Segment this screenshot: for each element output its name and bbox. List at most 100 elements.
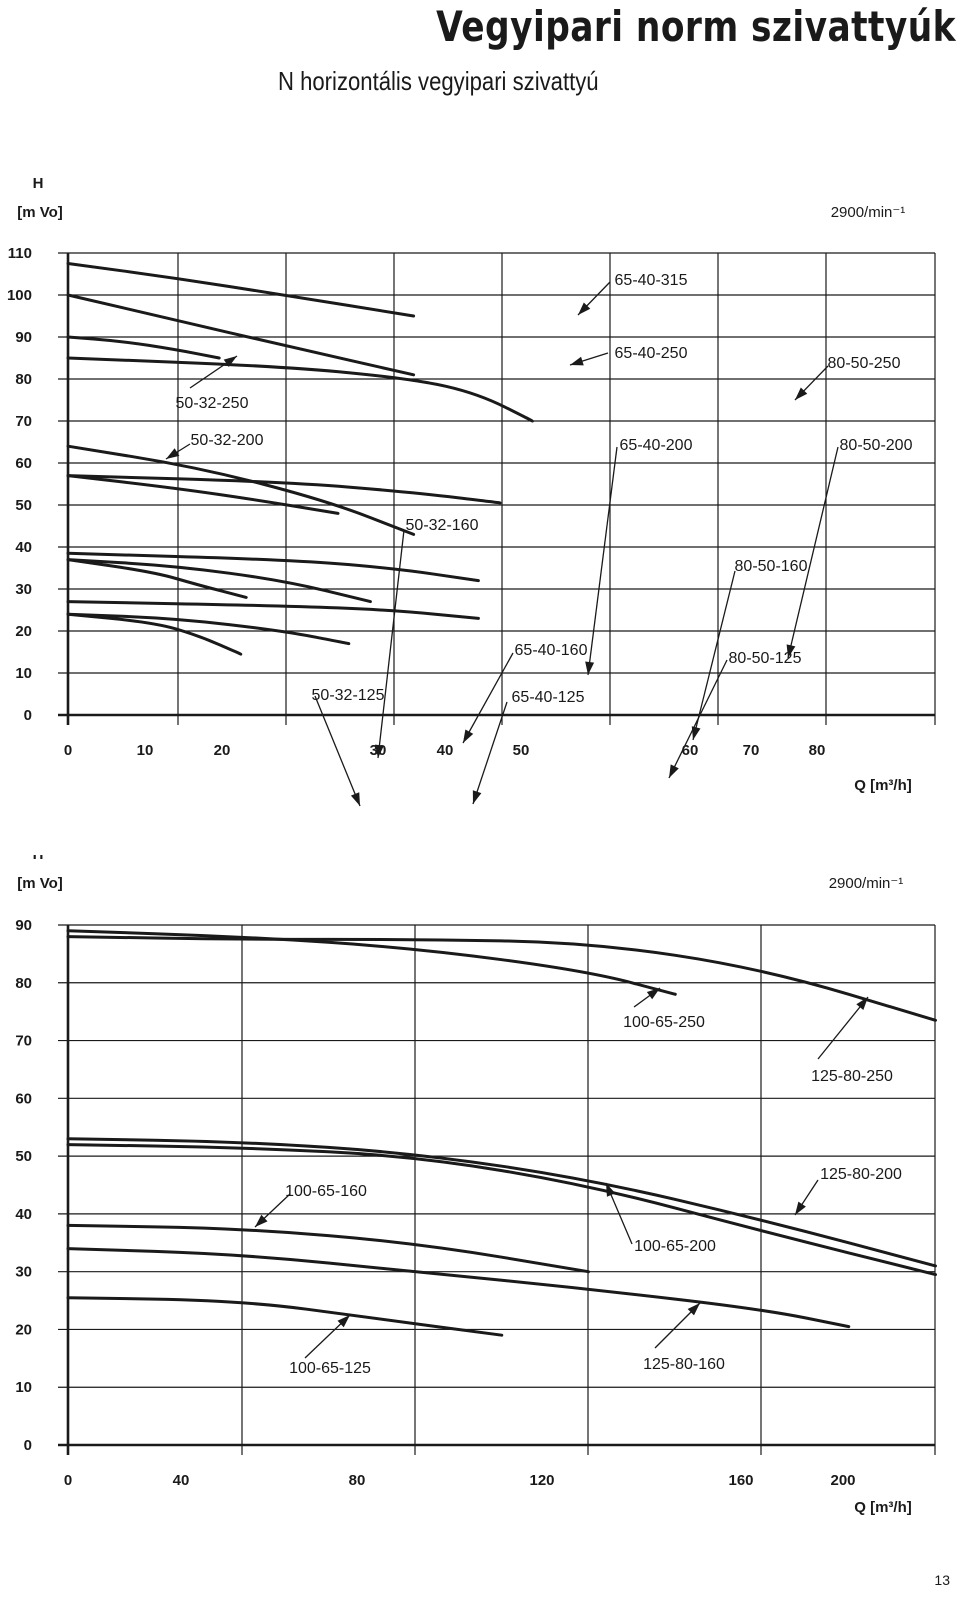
leader-arrowhead (795, 1201, 806, 1215)
curve-label: 100-65-125 (289, 1360, 371, 1377)
pump-curve-100-65-160 (66, 1223, 591, 1274)
pump-curve-100-65-250 (66, 929, 677, 996)
y-tick-label: 60 (15, 455, 32, 472)
pump-curve-50-32-160 (66, 558, 248, 599)
page-title: Vegyipari norm szivattyúk (436, 2, 956, 51)
pump-curve-65-40-125 (66, 612, 351, 646)
y-tick-label: 80 (15, 371, 32, 388)
leader-arrowhead (472, 790, 482, 804)
curve-label: 50-32-160 (406, 517, 479, 534)
y-axis-title: [m Vo] (17, 204, 63, 221)
y-tick-label: 30 (15, 581, 32, 598)
y-axis-title-top: H (33, 175, 44, 192)
pump-curve-100-65-125 (66, 1296, 504, 1337)
y-tick-label: 10 (15, 1379, 32, 1396)
leader-line (668, 659, 728, 779)
pump-curve-100-65-200 (66, 1143, 938, 1277)
leader-line (787, 446, 839, 659)
curve-label: 50-32-250 (176, 395, 249, 412)
pump-curve-50-32-200 (66, 474, 340, 515)
x-tick-label: 50 (513, 742, 530, 759)
leader-arrowhead (350, 792, 360, 806)
curve-label: 50-32-200 (191, 432, 264, 449)
x-tick-label: 200 (830, 1472, 855, 1489)
pump-chart-large: 0 10 20 30 40 50 60 70 80 90 0 40 80 120 160 200 H [m Vo]… (15, 855, 938, 1516)
x-axis-title: Q [m³/h] (854, 777, 912, 794)
x-tick-label: 120 (529, 1472, 554, 1489)
leader-line (314, 695, 361, 807)
leader-arrowhead (646, 988, 660, 1000)
y-axis-title: [m Vo] (17, 875, 63, 892)
pump-curve-65-40-250 (66, 293, 416, 377)
x-tick-label: 10 (137, 742, 154, 759)
leader-line (692, 570, 736, 741)
leader-arrowhead (166, 448, 180, 459)
y-tick-label: 30 (15, 1264, 32, 1281)
leader-line (377, 529, 405, 759)
leader-line (817, 996, 869, 1060)
y-tick-label: 60 (15, 1090, 32, 1107)
curve-label: 80-50-160 (735, 558, 808, 575)
y-tick-label: 0 (24, 1437, 32, 1454)
curve-label: 125-80-160 (643, 1356, 725, 1373)
pump-curve-65-40-200 (66, 444, 416, 536)
y-tick-label: 20 (15, 1321, 32, 1338)
curve-label: 125-80-200 (820, 1166, 902, 1183)
pump-chart-small: 0102030405060708090100110010203040506070… (7, 175, 936, 807)
leader-arrowhead (375, 744, 384, 758)
pump-curve-125-80-250 (66, 935, 938, 1022)
curve-label: 65-40-315 (615, 272, 688, 289)
y-tick-label: 0 (24, 707, 32, 724)
curve-label: 125-80-250 (811, 1068, 893, 1085)
leader-line (587, 446, 618, 676)
curve-label: 65-40-125 (512, 689, 585, 706)
curve-label: 100-65-200 (634, 1238, 716, 1255)
leader-arrowhead (578, 302, 591, 315)
x-tick-label: 80 (349, 1472, 366, 1489)
y-axis-title-top: H (33, 855, 44, 863)
pump-curve-50-32-125 (66, 612, 243, 656)
y-tick-label: 110 (8, 245, 32, 262)
x-tick-label: 0 (64, 742, 72, 759)
curve-label: 100-65-160 (285, 1183, 367, 1200)
speed-label: 2900/min⁻¹ (831, 204, 906, 221)
leader-arrowhead (687, 1303, 700, 1316)
leader-arrowhead (691, 726, 701, 740)
y-tick-label: 40 (15, 1206, 32, 1223)
pump-curve-125-80-160 (66, 1247, 851, 1329)
leader-arrowhead (463, 729, 474, 743)
y-tick-label: 50 (15, 1148, 32, 1165)
x-tick-label: 60 (682, 742, 699, 759)
pump-curve-65-40-160 (66, 558, 372, 604)
x-tick-label: 0 (64, 1472, 72, 1489)
leader-arrowhead (570, 356, 584, 366)
y-tick-label: 10 (15, 665, 32, 682)
leader-arrowhead (255, 1214, 268, 1227)
speed-label: 2900/min⁻¹ (829, 875, 904, 892)
curve-label: 80-50-200 (840, 437, 913, 454)
x-tick-label: 40 (437, 742, 454, 759)
x-tick-label: 20 (214, 742, 231, 759)
curve-label: 50-32-125 (312, 687, 385, 704)
pump-curve-125-80-200 (66, 1137, 938, 1268)
page-number: 13 (934, 1572, 950, 1588)
x-axis-title: Q [m³/h] (854, 1499, 912, 1516)
leader-line (472, 701, 508, 805)
x-tick-label: 80 (809, 742, 826, 759)
pump-curve-80-50-200 (66, 474, 502, 505)
leader-arrowhead (337, 1315, 350, 1328)
y-tick-label: 80 (15, 975, 32, 992)
curve-label: 100-65-250 (623, 1014, 705, 1031)
leader-arrowhead (856, 997, 868, 1010)
y-tick-label: 90 (15, 917, 32, 934)
leader-arrowhead (223, 356, 237, 368)
x-tick-label: 160 (728, 1472, 753, 1489)
leader-arrowhead (585, 661, 595, 675)
y-tick-label: 70 (15, 413, 32, 430)
curve-label: 65-40-160 (515, 642, 588, 659)
curve-label: 65-40-200 (620, 437, 693, 454)
curve-label: 65-40-250 (615, 345, 688, 362)
pump-curve-50-32-250 (66, 335, 221, 360)
pump-curve-80-50-160 (66, 551, 480, 583)
leader-arrowhead (786, 644, 796, 658)
